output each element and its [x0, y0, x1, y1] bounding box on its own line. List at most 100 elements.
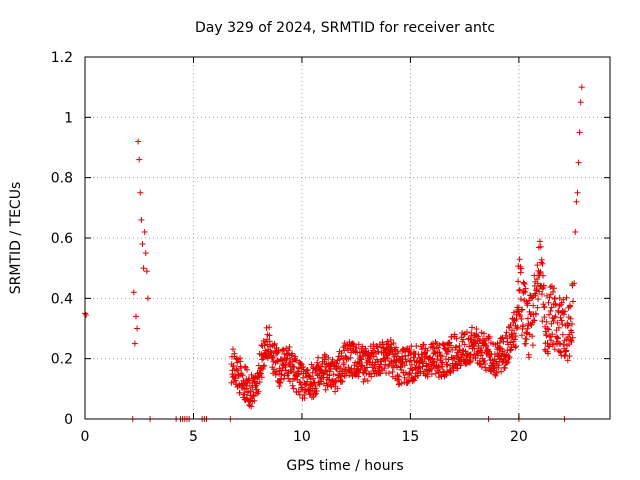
- data-point: [499, 348, 506, 355]
- data-point: [258, 374, 265, 381]
- data-point: [386, 361, 393, 368]
- data-point: [567, 315, 574, 322]
- grid-layer: [85, 57, 610, 419]
- data-point: [456, 342, 463, 349]
- x-tick-label: 15: [401, 429, 419, 445]
- data-point: [431, 359, 438, 366]
- data-point: [307, 382, 314, 389]
- x-axis-label: GPS time / hours: [286, 458, 403, 474]
- data-point: [279, 347, 286, 354]
- data-point: [274, 357, 281, 364]
- data-point: [458, 351, 465, 358]
- data-point: [524, 325, 531, 332]
- data-point: [395, 349, 402, 356]
- data-point: [262, 349, 269, 356]
- data-point: [550, 285, 557, 292]
- data-point: [483, 343, 490, 350]
- data-point: [306, 373, 313, 380]
- data-point: [243, 395, 250, 402]
- data-point: [565, 322, 572, 329]
- data-point: [83, 311, 90, 318]
- data-point: [475, 333, 482, 340]
- data-point: [452, 361, 459, 368]
- data-point: [512, 344, 519, 351]
- y-tick-label: 0.6: [51, 231, 73, 247]
- data-point: [564, 322, 571, 329]
- data-point: [434, 356, 441, 363]
- data-point: [513, 325, 520, 332]
- data-point: [413, 342, 420, 349]
- data-point: [517, 312, 524, 319]
- data-point: [466, 343, 473, 350]
- data-point: [567, 303, 574, 310]
- y-tick-label: 0.4: [51, 291, 73, 307]
- data-point: [353, 344, 360, 351]
- data-point: [439, 353, 446, 360]
- data-point: [285, 375, 292, 382]
- data-point: [292, 357, 299, 364]
- data-point: [540, 272, 547, 279]
- data-point: [523, 330, 530, 337]
- data-point: [142, 250, 149, 257]
- data-point: [132, 313, 139, 320]
- data-point: [561, 308, 568, 315]
- data-point: [364, 364, 371, 371]
- data-point: [355, 373, 362, 380]
- data-point: [286, 343, 293, 350]
- data-point: [546, 343, 553, 350]
- data-point: [239, 372, 246, 379]
- data-point: [520, 322, 527, 329]
- data-point: [457, 362, 464, 369]
- data-point: [546, 311, 553, 318]
- data-point: [392, 344, 399, 351]
- data-point: [522, 285, 529, 292]
- data-point: [416, 364, 423, 371]
- data-point: [518, 307, 525, 314]
- data-point: [479, 349, 486, 356]
- data-point: [263, 324, 270, 331]
- data-point: [327, 365, 334, 372]
- data-point: [260, 363, 267, 370]
- data-point: [546, 294, 553, 301]
- data-point: [557, 349, 564, 356]
- data-point: [282, 361, 289, 368]
- data-point: [330, 371, 337, 378]
- data-point: [566, 353, 573, 360]
- data-point: [139, 241, 146, 248]
- data-point: [364, 377, 371, 384]
- data-point: [306, 387, 313, 394]
- data-point: [276, 383, 283, 390]
- data-point: [277, 379, 284, 386]
- data-point: [292, 353, 299, 360]
- data-point: [536, 238, 543, 245]
- data-point: [568, 329, 575, 336]
- data-point: [130, 289, 137, 296]
- data-point: [229, 346, 236, 353]
- data-point: [405, 377, 412, 384]
- data-point: [564, 357, 571, 364]
- data-point: [295, 388, 302, 395]
- data-point: [498, 368, 505, 375]
- data-point: [301, 395, 308, 402]
- data-point: [503, 360, 510, 367]
- data-point: [563, 347, 570, 354]
- data-point: [536, 288, 543, 295]
- data-point: [506, 354, 513, 361]
- data-point: [266, 332, 273, 339]
- data-point: [144, 295, 151, 302]
- data-point: [275, 348, 282, 355]
- data-point: [552, 313, 559, 320]
- data-point: [468, 324, 475, 331]
- data-point: [511, 336, 518, 343]
- data-point: [290, 385, 297, 392]
- data-point: [135, 138, 142, 145]
- data-point: [304, 366, 311, 373]
- data-point: [473, 325, 480, 332]
- x-tick-label: 10: [293, 429, 311, 445]
- x-tick-label: 20: [510, 429, 528, 445]
- data-point: [442, 371, 449, 378]
- data-point: [141, 228, 148, 235]
- data-point: [558, 317, 565, 324]
- data-point: [247, 388, 254, 395]
- data-point: [276, 378, 283, 385]
